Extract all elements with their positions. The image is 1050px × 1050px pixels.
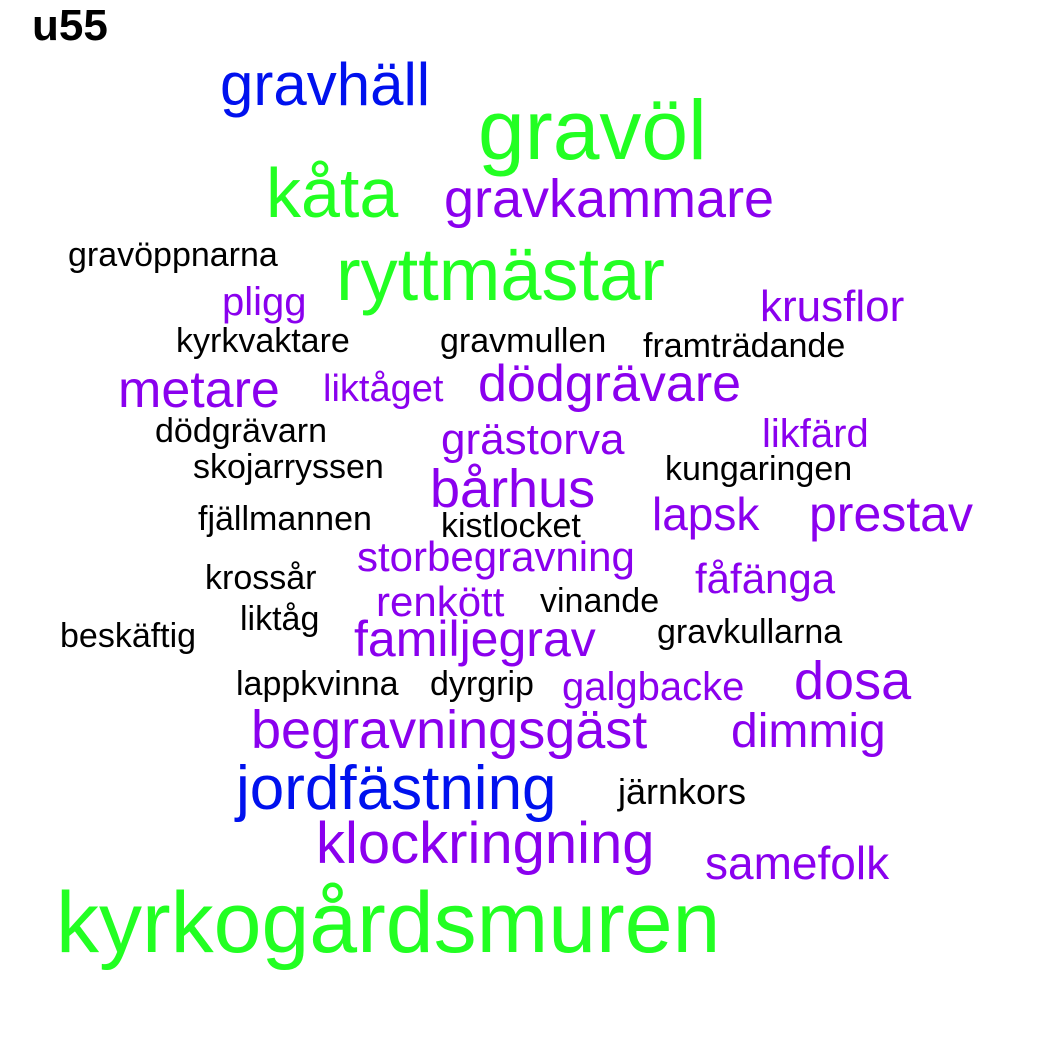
word-cloud-term: kungaringen — [665, 450, 853, 488]
word-cloud-term: likfärd — [762, 412, 869, 456]
word-cloud-term: gravhäll — [220, 51, 431, 118]
word-cloud-term: liktåget — [323, 368, 444, 410]
word-cloud-term: begravningsgäst — [251, 700, 648, 760]
word-cloud-term: järnkors — [618, 771, 747, 812]
word-cloud-term: dosa — [794, 651, 912, 711]
word-cloud-term: familjegrav — [354, 611, 596, 667]
word-cloud-term: dimmig — [731, 705, 886, 758]
word-cloud-term: fåfänga — [695, 555, 836, 602]
word-cloud-term: gravmullen — [440, 322, 607, 360]
word-cloud-term: pligg — [222, 280, 307, 324]
word-cloud-term: jordfästning — [236, 754, 557, 823]
word-cloud-term: grästorva — [441, 415, 625, 464]
word-cloud-term: prestav — [809, 486, 973, 542]
word-cloud-term: galgbacke — [562, 665, 745, 709]
word-cloud-term: liktåg — [240, 600, 320, 638]
word-cloud-term: bårhus — [430, 459, 596, 519]
word-cloud-term: gravkullarna — [657, 613, 843, 651]
word-cloud-term: kyrkogårdsmuren — [56, 875, 721, 971]
word-cloud-term: gravöppnarna — [68, 236, 278, 274]
word-cloud-term: framträdande — [643, 327, 846, 365]
word-cloud-term: renkött — [376, 578, 505, 625]
word-cloud-term: fjällmannen — [198, 500, 372, 538]
word-cloud-term: klockringning — [316, 811, 655, 876]
word-cloud-term: dyrgrip — [430, 665, 534, 703]
word-cloud-term: storbegravning — [357, 533, 635, 580]
word-cloud-term: metare — [118, 361, 280, 419]
word-cloud-term: ryttmästar — [336, 233, 665, 316]
word-cloud-term: skojarryssen — [193, 448, 384, 486]
word-cloud-term: beskäftig — [60, 617, 197, 655]
word-cloud-term: kåta — [266, 154, 399, 232]
word-cloud-term: dödgrävare — [478, 355, 742, 413]
word-cloud-term: gravkammare — [444, 169, 775, 229]
word-cloud-term: kyrkvaktare — [176, 322, 350, 360]
word-cloud-term: krusflor — [760, 282, 905, 331]
cloud-label: u55 — [32, 1, 108, 50]
word-cloud-term: kistlocket — [441, 507, 581, 545]
word-cloud-term: lappkvinna — [236, 665, 399, 703]
word-cloud-term: gravöl — [478, 83, 707, 177]
word-cloud-term: samefolk — [705, 837, 890, 889]
word-cloud-term: krossår — [205, 559, 317, 597]
word-cloud-term: lapsk — [652, 488, 760, 540]
word-cloud-term: vinande — [540, 582, 660, 620]
word-cloud-term: dödgrävarn — [155, 412, 328, 450]
